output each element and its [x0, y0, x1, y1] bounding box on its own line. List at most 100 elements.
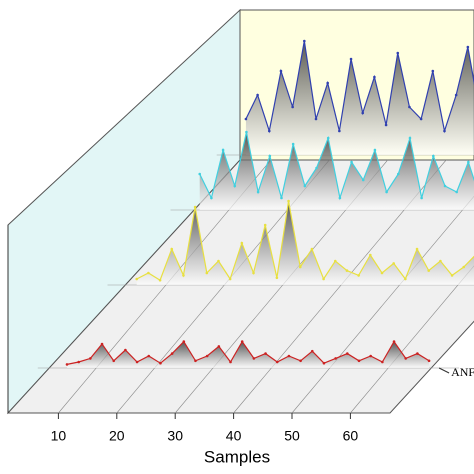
data-point	[89, 357, 92, 360]
x-axis-label: Samples	[204, 447, 270, 466]
data-point	[385, 190, 388, 194]
data-point	[420, 196, 423, 200]
data-point	[381, 360, 384, 364]
data-point	[291, 142, 295, 146]
data-point	[275, 360, 279, 364]
data-point	[322, 361, 326, 365]
series-line	[245, 40, 474, 134]
data-point	[432, 154, 435, 158]
data-point	[369, 253, 372, 257]
data-point	[65, 363, 69, 366]
data-point	[245, 130, 248, 134]
data-point	[455, 190, 458, 194]
data-point	[263, 223, 267, 227]
data-point	[349, 57, 353, 61]
data-point	[233, 184, 237, 188]
data-point	[124, 348, 127, 352]
data-point	[427, 359, 431, 363]
data-point	[310, 247, 314, 251]
series-line	[66, 340, 430, 365]
data-point	[369, 354, 372, 358]
data-point	[240, 340, 244, 343]
data-point	[198, 172, 202, 176]
data-point	[135, 360, 139, 364]
data-point	[279, 69, 283, 73]
data-point	[310, 349, 314, 353]
data-point	[380, 271, 384, 275]
data-point	[322, 277, 325, 281]
data-point	[361, 111, 365, 115]
x-tick-label: 30	[167, 428, 183, 444]
data-point	[427, 269, 431, 272]
data-point	[404, 277, 407, 281]
x-tick-label: 10	[51, 428, 67, 444]
data-point	[252, 357, 256, 360]
data-point	[345, 269, 349, 272]
data-point	[357, 274, 360, 277]
data-point	[193, 205, 197, 209]
data-point	[287, 199, 290, 203]
data-point	[408, 105, 411, 109]
data-point	[314, 117, 318, 121]
data-point	[439, 259, 442, 263]
data-point	[280, 196, 283, 200]
data-point	[373, 75, 376, 79]
data-point	[135, 277, 139, 281]
x-tick-label: 60	[343, 428, 359, 444]
data-point	[159, 361, 162, 365]
data-point	[373, 148, 377, 152]
data-point	[431, 69, 435, 73]
data-point	[240, 241, 244, 245]
data-point	[182, 340, 186, 343]
data-point	[334, 357, 337, 360]
data-point	[357, 359, 361, 363]
x-tick-label: 20	[109, 428, 125, 444]
data-point	[466, 45, 470, 49]
x-tick-label: 50	[284, 428, 300, 444]
data-point	[182, 274, 185, 277]
legend-leader	[438, 367, 450, 374]
data-point	[205, 354, 209, 358]
data-point	[315, 166, 318, 170]
data-point	[333, 259, 337, 263]
floor-grid-line	[350, 265, 474, 414]
area-fill	[199, 132, 474, 210]
data-point	[404, 357, 408, 360]
data-point	[396, 51, 400, 55]
data-point	[392, 262, 395, 265]
data-point	[170, 247, 174, 251]
data-point	[415, 247, 419, 251]
series-line	[199, 131, 474, 201]
data-point	[252, 271, 255, 275]
data-point	[244, 117, 248, 121]
data-point	[462, 265, 466, 269]
data-point	[454, 93, 458, 97]
series-line	[136, 200, 474, 282]
data-point	[338, 129, 341, 133]
data-point	[194, 359, 197, 363]
data-point	[170, 352, 174, 355]
data-point	[264, 352, 267, 355]
data-point	[268, 154, 272, 158]
data-point	[384, 123, 388, 127]
series-label: ANFIS	[451, 365, 474, 379]
data-point	[221, 148, 225, 152]
data-point	[298, 265, 302, 269]
data-point	[147, 271, 150, 275]
data-point	[147, 354, 151, 358]
data-point	[467, 160, 470, 164]
data-point	[326, 81, 329, 85]
data-point	[229, 360, 232, 364]
data-point	[228, 277, 232, 281]
data-point	[326, 136, 330, 140]
area-fill	[136, 201, 474, 285]
data-point	[346, 352, 349, 355]
data-point	[396, 172, 400, 176]
data-point	[303, 184, 307, 188]
data-point	[210, 196, 213, 200]
data-point	[443, 129, 446, 133]
data-point	[392, 340, 396, 343]
data-point	[450, 274, 454, 277]
data-point	[350, 160, 353, 164]
